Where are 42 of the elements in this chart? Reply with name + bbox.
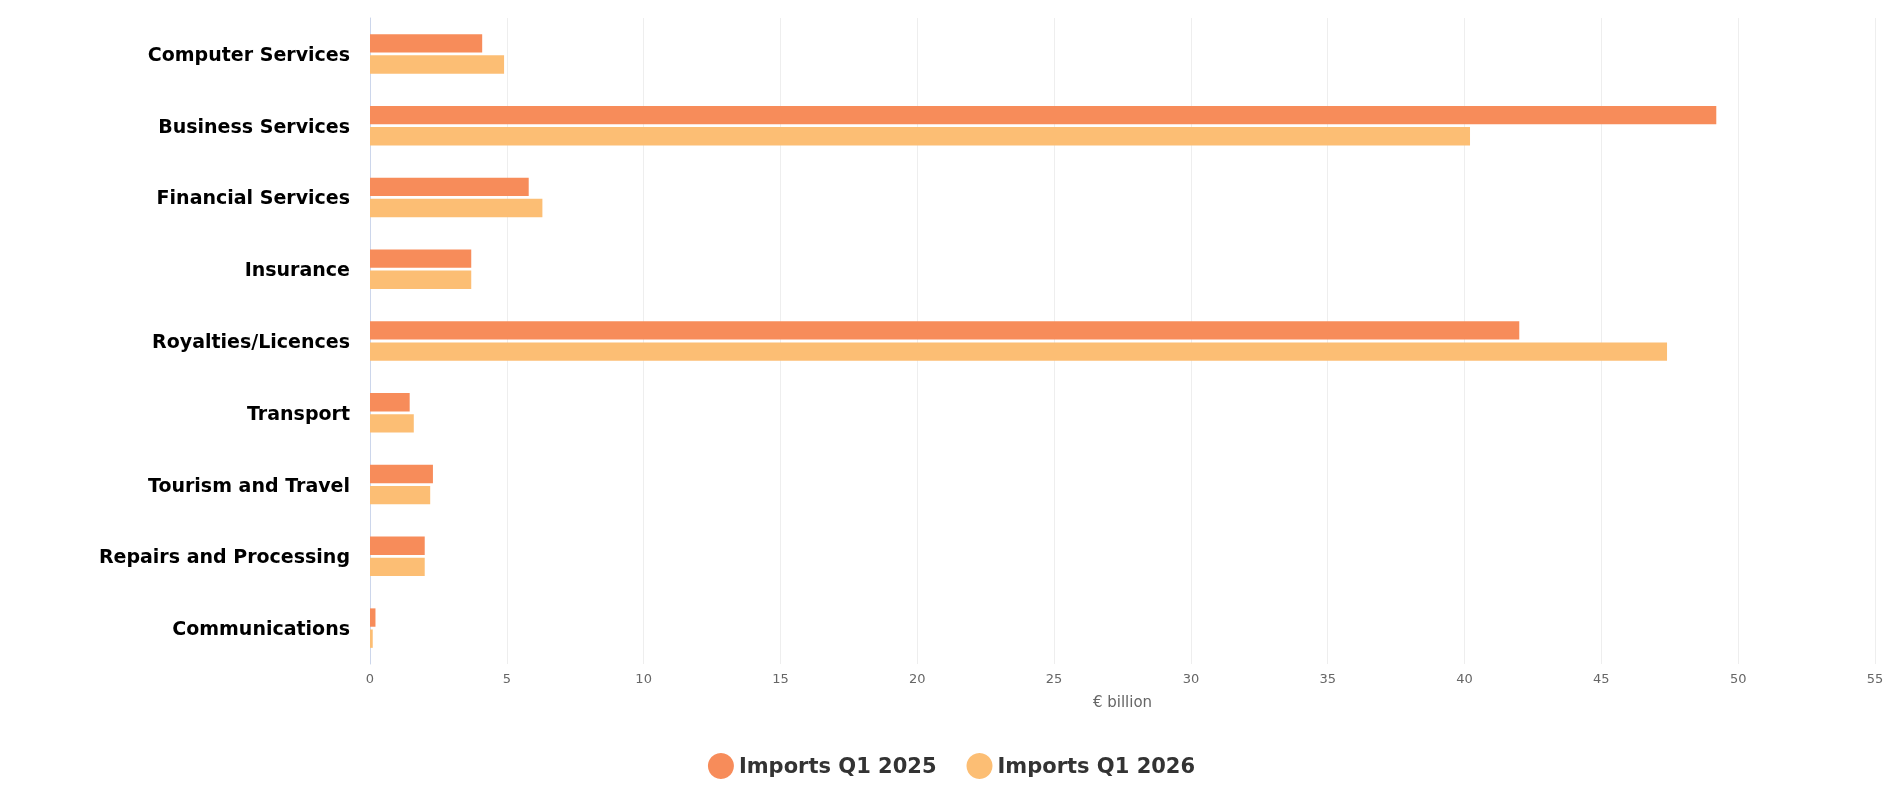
bar [370,485,431,505]
bar [370,127,1471,146]
bar [370,464,433,484]
x-tick-label: 15 [772,671,789,686]
bar [370,608,376,627]
y-tick-label: Business Services [158,114,350,137]
bar [370,198,543,218]
y-tick-label: Insurance [244,258,350,281]
y-tick-label: Computer Services [147,42,350,65]
y-tick-label: Transport [246,401,350,424]
x-tick-label: 45 [1593,671,1610,686]
bar [370,177,529,197]
x-tick-label: 25 [1045,671,1063,686]
bar [370,249,472,268]
x-tick-label: 35 [1319,671,1336,686]
bar [370,536,425,555]
x-tick-label: 5 [502,671,511,686]
bar [370,55,505,74]
y-tick-label: Tourism and Travel [147,473,350,496]
bar [370,342,1668,361]
bar [370,34,483,53]
x-tick-label: 0 [365,671,375,686]
x-tick-label: 10 [635,671,652,686]
x-tick-label: 30 [1182,671,1200,686]
bar [370,270,472,289]
legend-label: Imports Q1 2025 [738,754,937,778]
bar [370,105,1717,125]
y-tick-label: Communications [172,617,350,640]
bar [370,321,1520,340]
x-tick-label: 55 [1866,671,1884,686]
bar [370,557,425,577]
legend-label: Imports Q1 2026 [997,754,1196,778]
y-tick-label: Financial Services [156,186,350,209]
x-tick-label: 20 [909,671,926,686]
bar [370,629,373,648]
x-tick-label: 40 [1456,671,1473,686]
bar [370,414,414,433]
x-axis-title: € billion [1092,692,1153,711]
y-tick-label: Royalties/Licences [152,330,350,352]
bar [370,393,410,412]
y-tick-label: Repairs and Processing [98,545,350,568]
x-tick-label: 50 [1729,671,1747,686]
